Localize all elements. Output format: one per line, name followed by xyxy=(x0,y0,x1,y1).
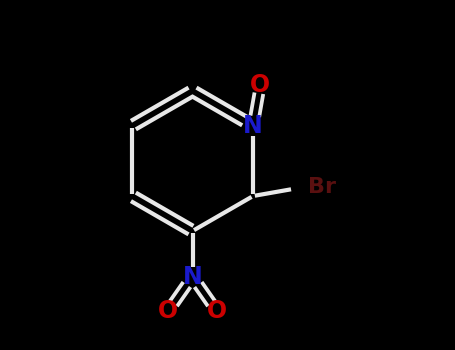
Text: O: O xyxy=(250,73,270,97)
Text: N: N xyxy=(243,114,263,138)
Text: O: O xyxy=(158,299,178,323)
Text: O: O xyxy=(207,299,227,323)
Text: Br: Br xyxy=(308,177,336,197)
Text: N: N xyxy=(182,265,202,288)
